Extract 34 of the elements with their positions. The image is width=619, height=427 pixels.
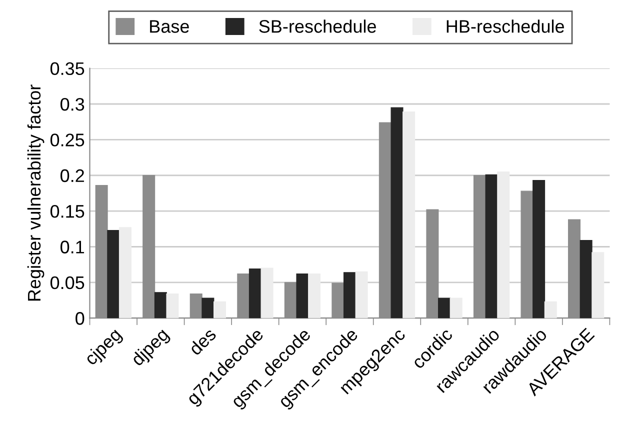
bar — [497, 171, 510, 318]
bar — [355, 271, 368, 318]
bar — [485, 174, 498, 318]
y-tick-label: 0.3 — [60, 98, 84, 111]
bar — [592, 252, 604, 318]
bar — [580, 240, 592, 318]
y-tick-label: 0.15 — [50, 204, 84, 218]
y-axis-title: Register vulnerability factor — [27, 84, 44, 301]
legend-label: Base — [150, 20, 189, 33]
bar — [402, 112, 416, 318]
legend-label: HB-reschedule — [446, 20, 564, 33]
bar — [107, 230, 120, 318]
bar — [532, 180, 546, 318]
bar — [260, 268, 274, 318]
bar — [248, 268, 262, 318]
bar — [202, 298, 214, 318]
y-tick-label: 0.05 — [50, 276, 84, 290]
bar — [213, 301, 226, 318]
y-tick-label: 0 — [76, 312, 84, 325]
y-tick-label: 0.35 — [50, 62, 84, 76]
y-tick-label: 0.25 — [50, 134, 84, 146]
bar — [308, 274, 321, 318]
y-tick-label: 0.1 — [60, 240, 84, 254]
legend-label: SB-reschedule — [259, 20, 376, 33]
bar — [154, 292, 167, 318]
bar — [118, 227, 132, 318]
bar — [450, 298, 462, 318]
bar — [544, 301, 557, 318]
bar — [438, 298, 451, 318]
bar — [296, 274, 309, 318]
bar — [390, 107, 404, 318]
y-tick-label: 0.2 — [60, 169, 84, 182]
bar — [343, 272, 356, 318]
bar — [166, 294, 179, 318]
